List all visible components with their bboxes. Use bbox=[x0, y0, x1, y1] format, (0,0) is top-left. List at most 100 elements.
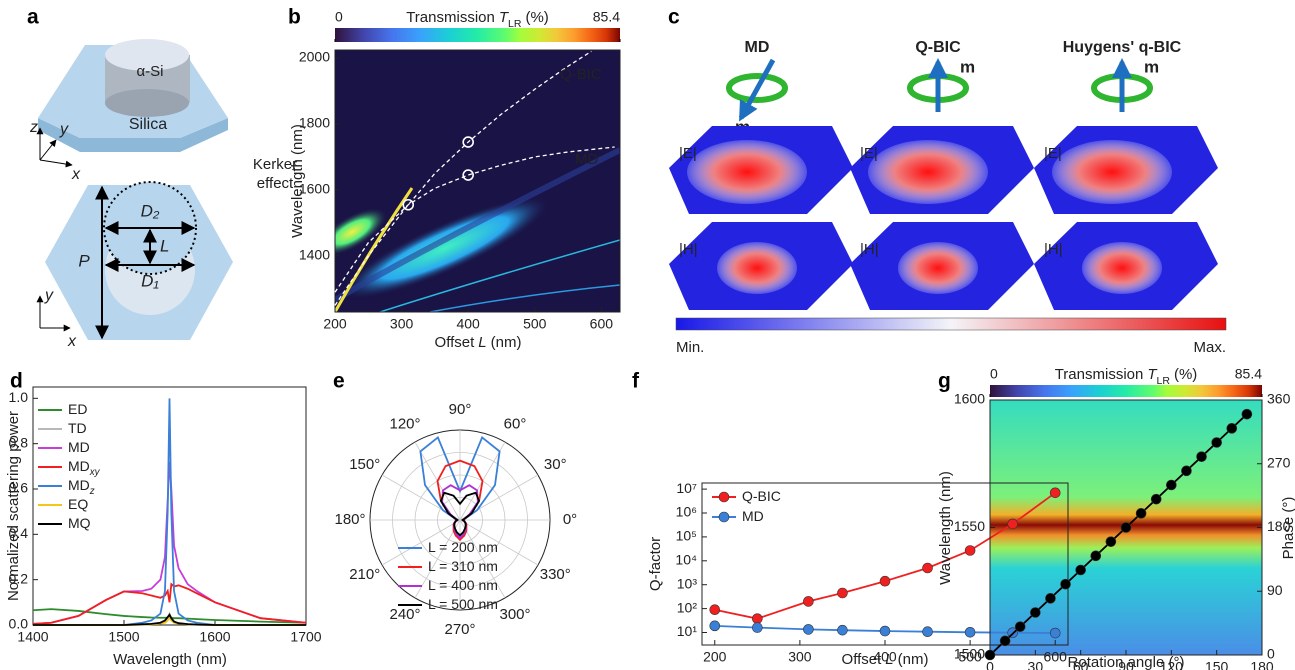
theta-tick-label: 0° bbox=[563, 511, 577, 528]
annotation: Kerker bbox=[253, 156, 297, 173]
series-marker bbox=[1121, 523, 1131, 533]
legend-label: MD bbox=[742, 508, 764, 524]
y2-axis-label: Phase (°) bbox=[1280, 497, 1295, 560]
y-tick-label: 1550 bbox=[954, 518, 985, 534]
colorbar-tick-label: 85.4 bbox=[1235, 366, 1262, 382]
x-axis-label: Rotation angle (°) bbox=[1068, 654, 1185, 670]
legend-name: L = 310 nm bbox=[428, 558, 498, 574]
legend-name: MD bbox=[742, 508, 764, 524]
theta-tick-label: 60° bbox=[504, 416, 527, 433]
y-tick-label: 1500 bbox=[954, 646, 985, 662]
map-label: |E| bbox=[679, 145, 697, 162]
y-tick-label: 10³ bbox=[677, 575, 698, 591]
x-tick-label: 30 bbox=[1028, 659, 1044, 670]
series-marker bbox=[837, 588, 847, 598]
panel-label: g bbox=[938, 370, 951, 393]
legend-label: MD bbox=[68, 439, 90, 455]
colorbar-title: TransmissionTLR(%) bbox=[406, 9, 549, 30]
heatmap-b bbox=[309, 50, 620, 317]
series-marker bbox=[1166, 480, 1176, 490]
y-tick-label: 1400 bbox=[299, 247, 330, 263]
panel-label: f bbox=[632, 370, 640, 393]
map-label: |H| bbox=[860, 241, 879, 258]
series-marker bbox=[710, 621, 720, 631]
panel-a: α-Si Silica z y x D₂ L D₁ P y x bbox=[29, 39, 233, 350]
series-marker bbox=[837, 625, 847, 635]
series-marker bbox=[710, 605, 720, 615]
moment-label: m bbox=[960, 57, 975, 76]
y-tick-label: 0.0 bbox=[9, 616, 29, 632]
legend-label: TD bbox=[68, 420, 87, 436]
series-marker bbox=[985, 650, 995, 660]
series-marker bbox=[803, 624, 813, 634]
y-tick-label: 1600 bbox=[954, 391, 985, 407]
theta-tick-label: 120° bbox=[389, 416, 420, 433]
y2-tick-label: 360 bbox=[1267, 391, 1291, 407]
theta-tick-label: 240° bbox=[389, 606, 420, 623]
column-title: Q-BIC bbox=[915, 39, 961, 56]
x-tick-label: 600 bbox=[590, 316, 614, 332]
map-label: |E| bbox=[860, 145, 878, 162]
theta-tick-label: 330° bbox=[540, 566, 571, 583]
colorbar bbox=[335, 28, 620, 42]
colorbar-label: Max. bbox=[1193, 339, 1226, 356]
y-axis-label: Wavelength (nm) bbox=[937, 471, 954, 585]
panel-label: c bbox=[668, 6, 680, 29]
series-marker bbox=[965, 545, 975, 555]
series-marker bbox=[880, 576, 890, 586]
y-tick-label: 10¹ bbox=[677, 623, 698, 639]
text-part: Offset bbox=[842, 651, 883, 668]
legend-name: L = 200 nm bbox=[428, 539, 498, 555]
series-marker bbox=[1061, 579, 1071, 589]
series-marker bbox=[1076, 565, 1086, 575]
label: z bbox=[29, 119, 38, 136]
y-tick-label: 2000 bbox=[299, 49, 330, 65]
text-part: Transmission bbox=[406, 9, 495, 26]
column-title: Huygens' q-BIC bbox=[1063, 39, 1182, 56]
theta-tick-label: 270° bbox=[444, 621, 475, 638]
theta-tick-label: 150° bbox=[349, 456, 380, 473]
x-axis-label: Wavelength (nm) bbox=[113, 651, 227, 668]
y-tick-label: 10⁶ bbox=[676, 504, 697, 520]
y-tick-label: 10⁷ bbox=[676, 480, 697, 496]
label: L bbox=[160, 236, 169, 255]
x-tick-label: 300 bbox=[390, 316, 414, 332]
legend-sub: xy bbox=[89, 467, 101, 478]
series-marker bbox=[923, 563, 933, 573]
series-marker bbox=[1050, 488, 1060, 498]
text-part: (%) bbox=[525, 9, 548, 26]
y2-tick-label: 90 bbox=[1267, 582, 1283, 598]
text-part: Transmission bbox=[1055, 366, 1144, 383]
legend-name: MQ bbox=[68, 515, 91, 531]
legend-label: MDxy bbox=[68, 458, 101, 478]
colorbar-tick-label: 0 bbox=[335, 9, 343, 25]
curve-label: Q-BIC bbox=[560, 66, 602, 83]
legend-name: L = 500 nm bbox=[428, 596, 498, 612]
x-tick-label: 400 bbox=[456, 316, 480, 332]
field-hotspot bbox=[717, 242, 797, 294]
axis-arrow bbox=[40, 140, 56, 160]
field-hotspot bbox=[687, 140, 807, 204]
label: y bbox=[59, 121, 69, 138]
legend-name: MD bbox=[68, 458, 90, 474]
legend-marker bbox=[719, 492, 729, 502]
x-tick-label: 200 bbox=[323, 316, 347, 332]
theta-tick-label: 180° bbox=[334, 511, 365, 528]
axis-arrow bbox=[40, 160, 72, 165]
series-marker bbox=[1181, 466, 1191, 476]
label: D₂ bbox=[141, 201, 160, 220]
text-part: L bbox=[478, 334, 486, 351]
legend-label: L = 200 nm bbox=[428, 539, 498, 555]
y-tick-label: 10⁵ bbox=[676, 528, 697, 544]
column-title: MD bbox=[745, 39, 770, 56]
y-tick-label: 1.0 bbox=[9, 389, 29, 405]
theta-tick-label: 30° bbox=[544, 456, 567, 473]
legend-sub: z bbox=[89, 486, 95, 497]
series-marker bbox=[1197, 452, 1207, 462]
legend-marker bbox=[719, 512, 729, 522]
text-part: LR bbox=[1157, 375, 1171, 387]
series-marker bbox=[752, 623, 762, 633]
